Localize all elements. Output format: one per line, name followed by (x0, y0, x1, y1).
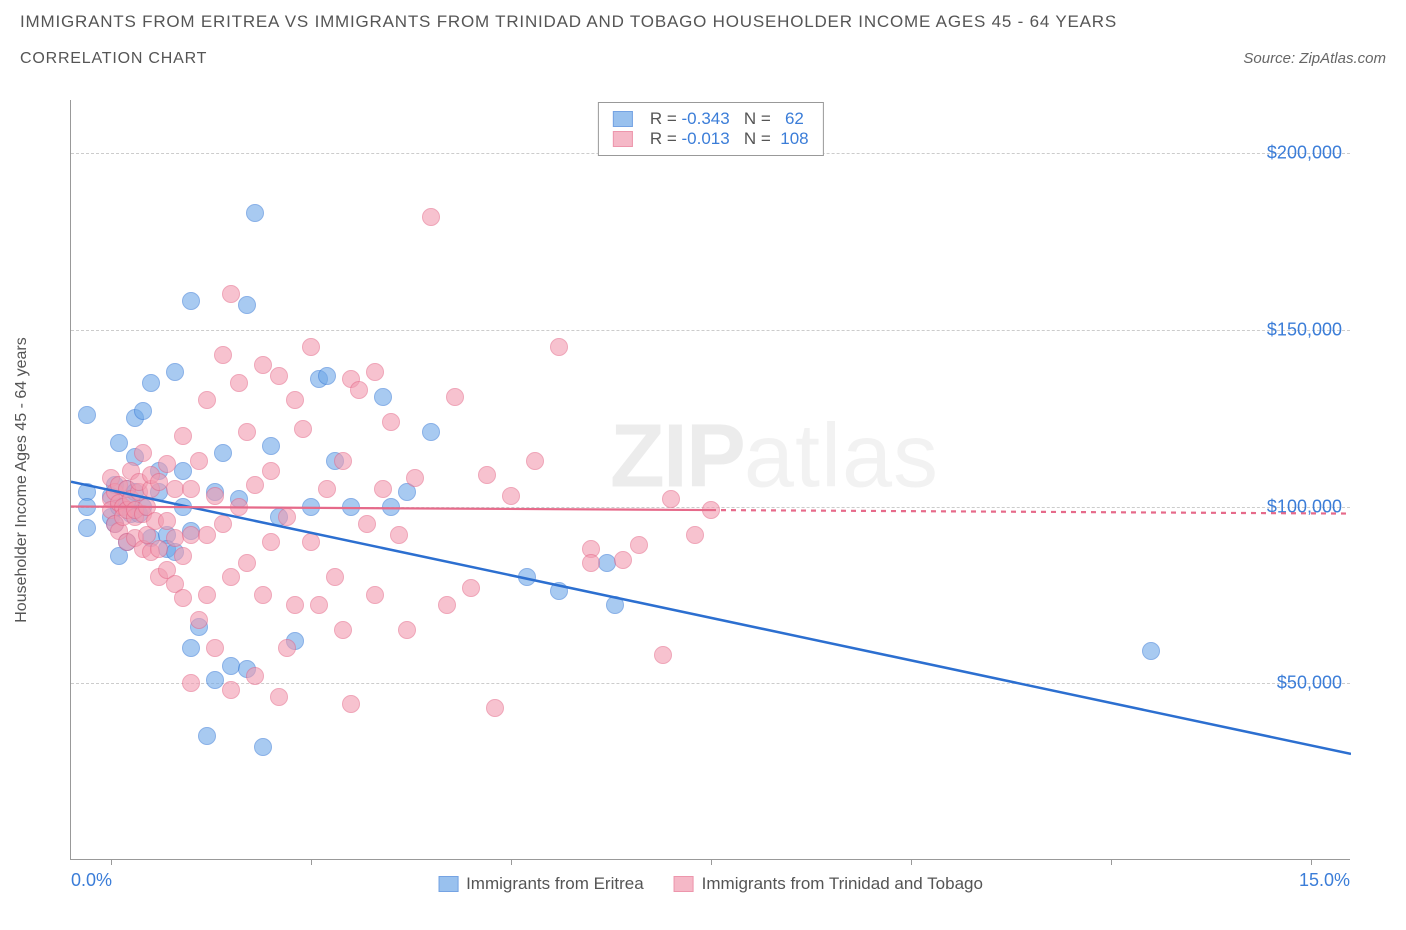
x-axis-min-label: 0.0% (71, 870, 112, 891)
correlation-scatter-chart: Householder Income Ages 45 - 64 years ZI… (40, 100, 1380, 860)
legend-label: Immigrants from Trinidad and Tobago (702, 874, 983, 894)
legend-label: Immigrants from Eritrea (466, 874, 644, 894)
source-attribution: Source: ZipAtlas.com (1243, 50, 1386, 67)
legend-swatch (612, 131, 632, 147)
stats-legend: R = -0.343 N = 62 R = -0.013 N = 108 (597, 102, 823, 156)
legend-item: Immigrants from Eritrea (438, 874, 644, 894)
stats-legend-row: R = -0.013 N = 108 (612, 129, 808, 149)
chart-subtitle: CORRELATION CHART (20, 50, 207, 68)
x-axis-max-label: 15.0% (1299, 870, 1350, 891)
legend-swatch (674, 876, 694, 892)
stats-legend-row: R = -0.343 N = 62 (612, 109, 808, 129)
legend-item: Immigrants from Trinidad and Tobago (674, 874, 983, 894)
legend-swatch (438, 876, 458, 892)
legend-swatch (612, 111, 632, 127)
series-legend: Immigrants from Eritrea Immigrants from T… (438, 874, 983, 894)
plot-area: ZIPatlas R = -0.343 N = 62 R = -0.013 N … (70, 100, 1350, 860)
chart-title: IMMIGRANTS FROM ERITREA VS IMMIGRANTS FR… (20, 12, 1386, 32)
y-axis-label: Householder Income Ages 45 - 64 years (13, 337, 31, 623)
trend-line (71, 100, 1351, 860)
